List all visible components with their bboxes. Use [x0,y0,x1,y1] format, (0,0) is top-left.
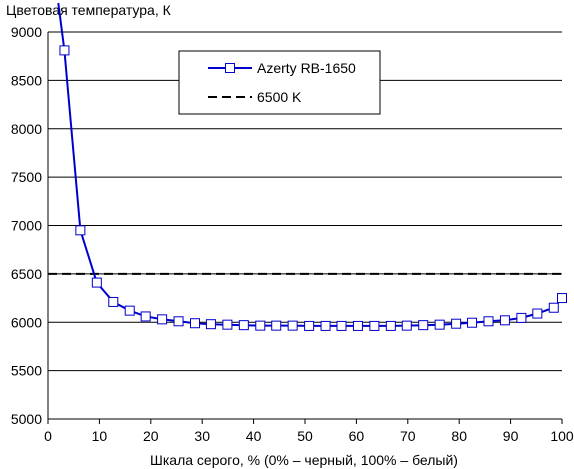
data-point-28 [516,312,527,323]
y-tick-label-2: 6000 [11,314,42,330]
legend-series-marker [225,63,235,73]
data-point-13 [271,320,282,331]
y-tick-labels: 5000 5500 6000 6500 7000 7500 8000 8500 9000 [11,24,42,427]
y-tick-label-1: 5500 [11,363,42,379]
data-point-24 [451,318,462,329]
data-point-21 [401,320,412,331]
x-tick-labels: 0 10 20 30 40 50 60 70 80 90 100 [44,428,574,444]
data-point-16 [320,320,331,331]
y-tick-label-6: 8000 [11,121,42,137]
y-tick-label-5: 7500 [11,169,42,185]
y-tick-label-3: 6500 [11,266,42,282]
data-point-30 [548,302,559,313]
legend-box [178,50,381,115]
axes [47,32,563,424]
data-point-26 [483,316,494,327]
x-tick-label-8: 80 [451,428,467,444]
x-tick-label-1: 10 [92,428,108,444]
y-tick-label-8: 9000 [11,24,42,40]
data-point-10 [222,319,233,330]
x-tick-label-5: 50 [297,428,313,444]
data-point-2 [91,277,102,288]
data-point-14 [287,320,298,331]
y-tick-label-4: 7000 [11,218,42,234]
data-point-23 [434,319,445,330]
data-point-11 [238,320,249,331]
legend-series-label: Azerty RB-1650 [257,60,356,76]
data-point-7 [173,316,184,327]
x-tick-label-6: 60 [349,428,365,444]
data-point-8 [190,318,201,329]
y-tick-label-7: 8500 [11,72,42,88]
data-point-18 [352,320,363,331]
data-point-1 [75,225,86,236]
legend-reference-label: 6500 K [257,89,302,105]
data-point-19 [369,320,380,331]
data-point-6 [157,314,168,325]
x-tick-label-10: 100 [550,428,574,444]
data-series [57,2,567,331]
data-point-31 [557,293,567,304]
data-point-20 [385,320,396,331]
x-tick-label-4: 40 [246,428,262,444]
data-point-12 [255,320,266,331]
x-axis-title: Шкала серого, % (0% – черный, 100% – бел… [150,452,458,468]
x-tick-label-7: 70 [400,428,416,444]
y-axis-title: Цветовая температура, К [6,2,172,18]
data-point-4 [124,305,135,316]
legend: Azerty RB-1650 6500 K [178,50,381,115]
x-tick-label-9: 90 [503,428,519,444]
x-tick-label-2: 20 [143,428,159,444]
data-point-0 [59,45,70,56]
data-point-22 [418,320,429,331]
x-tick-label-0: 0 [44,428,52,444]
data-point-15 [304,320,315,331]
data-point-25 [467,317,478,328]
data-point-9 [205,319,216,330]
data-point-17 [336,320,347,331]
data-point-3 [108,296,119,307]
data-point-5 [140,311,151,322]
x-tick-label-3: 30 [194,428,210,444]
data-point-27 [499,315,510,326]
data-point-29 [532,308,543,319]
y-tick-label-0: 5000 [11,411,42,427]
